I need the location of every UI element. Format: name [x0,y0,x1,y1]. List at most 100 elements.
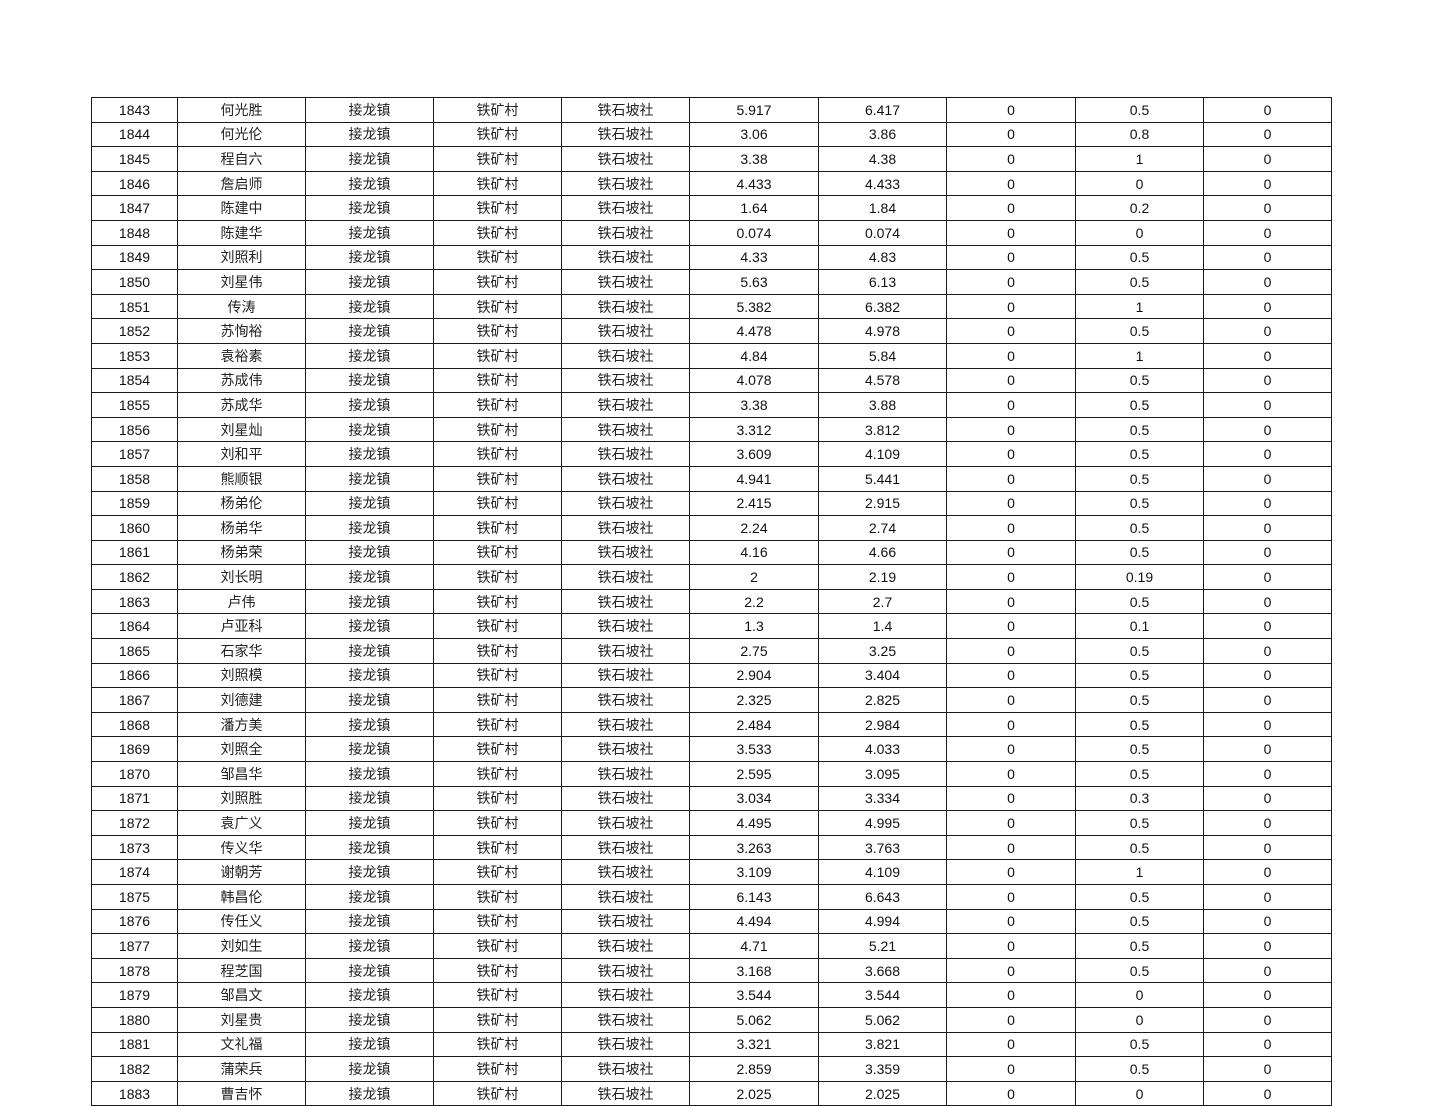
cell-town: 接龙镇 [305,318,434,344]
cell-group: 铁石坡社 [561,736,690,763]
table-row: 1865 石家华 接龙镇 铁矿村 铁石坡社 2.75 3.25 0 0.5 0 [91,638,1332,664]
cell-value-1: 0.074 [689,219,819,246]
cell-value-5: 0 [1203,244,1332,271]
cell-value-4: 0.5 [1075,318,1204,344]
cell-name: 刘和平 [177,441,306,467]
cell-town: 接龙镇 [305,588,434,615]
table-row: 1866 刘照模 接龙镇 铁矿村 铁石坡社 2.904 3.404 0 0.5 0 [91,662,1332,689]
cell-index: 1860 [91,515,178,541]
cell-value-1: 4.494 [689,908,819,935]
cell-town: 接龙镇 [305,785,434,812]
cell-value-3: 0 [946,244,1076,271]
cell-value-1: 5.382 [689,293,819,320]
cell-value-4: 0.5 [1075,662,1204,689]
cell-index: 1882 [91,1056,178,1082]
cell-value-1: 4.33 [689,244,819,271]
cell-value-4: 0.5 [1075,810,1204,836]
cell-value-1: 4.078 [689,367,819,394]
cell-value-1: 2.904 [689,662,819,689]
cell-village: 铁矿村 [433,342,562,369]
cell-village: 铁矿村 [433,638,562,664]
cell-value-1: 2.24 [689,515,819,541]
cell-index: 1879 [91,982,178,1008]
cell-value-5: 0 [1203,810,1332,836]
cell-value-3: 0 [946,564,1076,590]
table-row: 1882 蒲荣兵 接龙镇 铁矿村 铁石坡社 2.859 3.359 0 0.5 0 [91,1056,1332,1082]
cell-value-4: 0.5 [1075,416,1204,443]
cell-value-5: 0 [1203,342,1332,369]
cell-value-5: 0 [1203,515,1332,541]
cell-town: 接龙镇 [305,761,434,787]
table-row: 1875 韩昌伦 接龙镇 铁矿村 铁石坡社 6.143 6.643 0 0.5 0 [91,884,1332,910]
cell-index: 1861 [91,539,178,566]
cell-value-5: 0 [1203,982,1332,1008]
cell-value-3: 0 [946,1080,1076,1106]
cell-index: 1871 [91,785,178,812]
cell-village: 铁矿村 [433,490,562,517]
cell-value-2: 3.544 [818,982,947,1008]
cell-name: 刘照胜 [177,785,306,812]
cell-value-3: 0 [946,293,1076,320]
cell-value-3: 0 [946,736,1076,763]
cell-village: 铁矿村 [433,1006,562,1033]
cell-value-3: 0 [946,490,1076,517]
cell-value-1: 3.312 [689,416,819,443]
cell-value-3: 0 [946,1006,1076,1033]
cell-value-4: 0.5 [1075,244,1204,271]
table-row: 1851 传涛 接龙镇 铁矿村 铁石坡社 5.382 6.382 0 1 0 [91,293,1332,320]
cell-town: 接龙镇 [305,515,434,541]
cell-town: 接龙镇 [305,662,434,689]
cell-village: 铁矿村 [433,933,562,959]
cell-value-1: 3.321 [689,1031,819,1058]
cell-value-2: 3.668 [818,957,947,984]
cell-value-3: 0 [946,170,1076,197]
cell-index: 1846 [91,170,178,197]
cell-value-3: 0 [946,588,1076,615]
cell-group: 铁石坡社 [561,1080,690,1106]
cell-town: 接龙镇 [305,884,434,910]
cell-value-2: 2.19 [818,564,947,590]
cell-town: 接龙镇 [305,982,434,1008]
cell-name: 杨弟华 [177,515,306,541]
cell-value-4: 0.5 [1075,884,1204,910]
cell-name: 传义华 [177,834,306,861]
cell-group: 铁石坡社 [561,785,690,812]
cell-value-1: 4.71 [689,933,819,959]
cell-value-1: 2.75 [689,638,819,664]
cell-village: 铁矿村 [433,97,562,123]
cell-value-3: 0 [946,884,1076,910]
cell-value-4: 0 [1075,219,1204,246]
cell-index: 1875 [91,884,178,910]
cell-value-2: 6.13 [818,269,947,295]
cell-value-1: 3.533 [689,736,819,763]
table-row: 1855 苏成华 接龙镇 铁矿村 铁石坡社 3.38 3.88 0 0.5 0 [91,392,1332,418]
cell-value-3: 0 [946,465,1076,492]
cell-village: 铁矿村 [433,465,562,492]
cell-value-1: 2.484 [689,711,819,738]
cell-village: 铁矿村 [433,416,562,443]
cell-group: 铁石坡社 [561,97,690,123]
cell-value-2: 4.66 [818,539,947,566]
cell-group: 铁石坡社 [561,416,690,443]
cell-value-1: 3.06 [689,121,819,148]
cell-group: 铁石坡社 [561,687,690,713]
table-row: 1864 卢亚科 接龙镇 铁矿村 铁石坡社 1.3 1.4 0 0.1 0 [91,613,1332,640]
cell-group: 铁石坡社 [561,244,690,271]
cell-index: 1883 [91,1080,178,1106]
cell-value-2: 3.812 [818,416,947,443]
cell-name: 杨弟伦 [177,490,306,517]
cell-value-4: 0.5 [1075,1031,1204,1058]
cell-town: 接龙镇 [305,367,434,394]
table-row: 1881 文礼福 接龙镇 铁矿村 铁石坡社 3.321 3.821 0 0.5 0 [91,1031,1332,1058]
cell-village: 铁矿村 [433,662,562,689]
cell-town: 接龙镇 [305,711,434,738]
cell-index: 1865 [91,638,178,664]
table-row: 1852 苏恂裕 接龙镇 铁矿村 铁石坡社 4.478 4.978 0 0.5 0 [91,318,1332,344]
cell-town: 接龙镇 [305,859,434,885]
cell-value-4: 0.5 [1075,638,1204,664]
cell-group: 铁石坡社 [561,761,690,787]
cell-value-2: 3.25 [818,638,947,664]
cell-name: 传任义 [177,908,306,935]
table-row: 1861 杨弟荣 接龙镇 铁矿村 铁石坡社 4.16 4.66 0 0.5 0 [91,539,1332,566]
cell-value-1: 2.025 [689,1080,819,1106]
